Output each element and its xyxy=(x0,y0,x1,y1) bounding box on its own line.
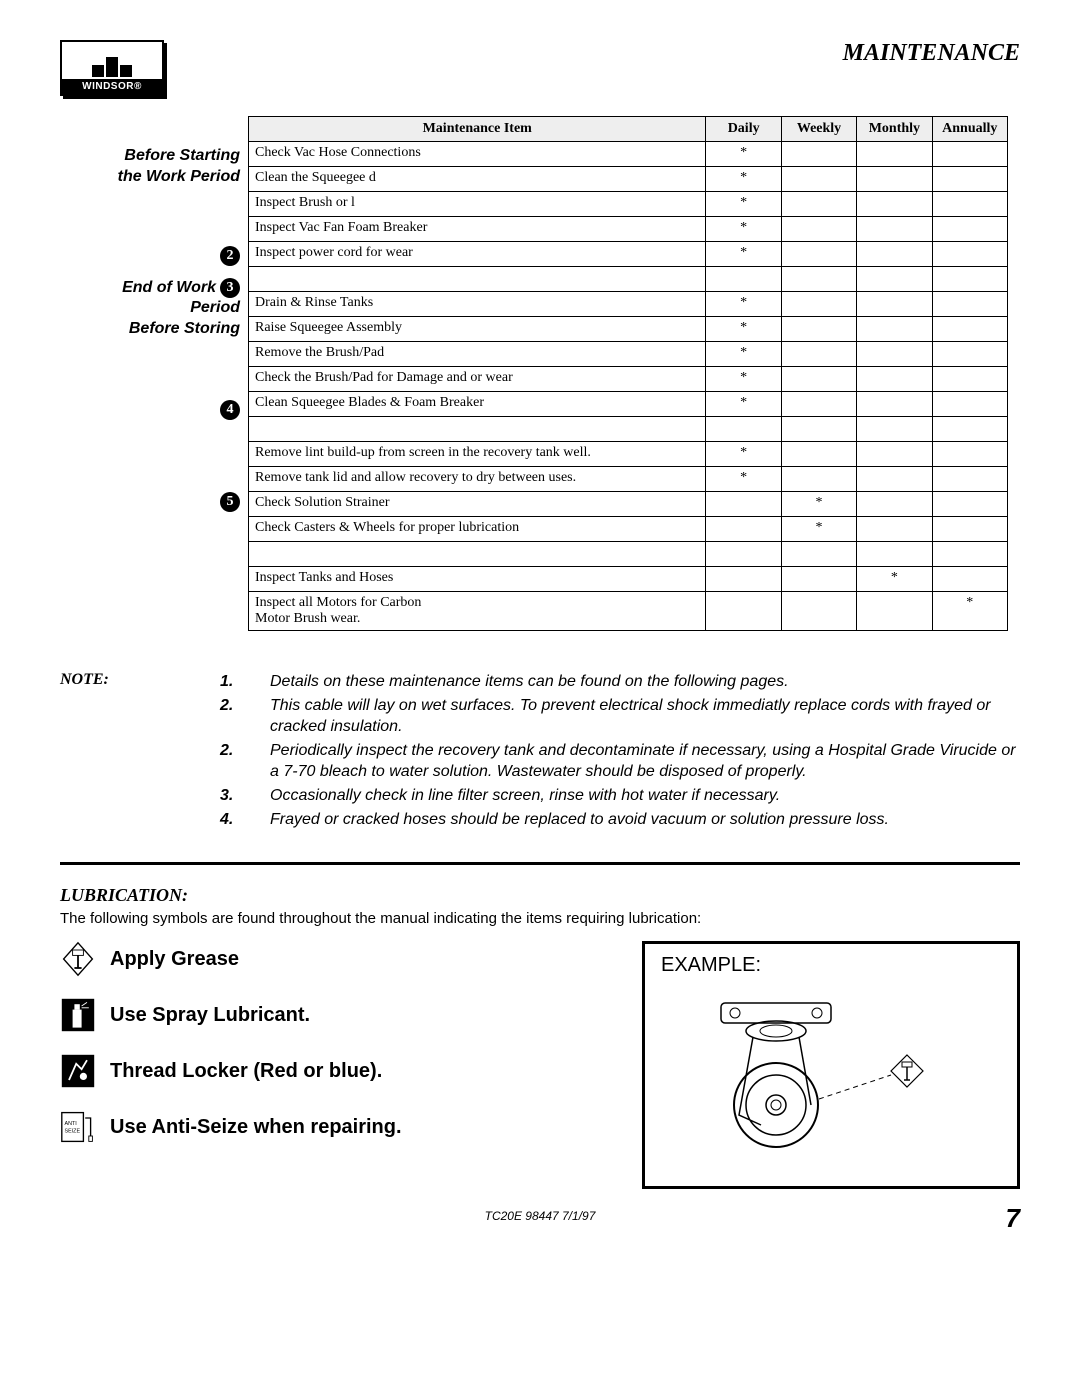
th-weekly: Weekly xyxy=(781,117,856,142)
lub-spray: Use Spray Lubricant. xyxy=(110,1004,310,1027)
thread-locker-icon xyxy=(60,1053,96,1089)
before-start-2: the Work Period xyxy=(118,168,240,185)
lub-antiseize: Use Anti-Seize when repairing. xyxy=(110,1116,402,1139)
table-row: Remove tank lid and allow recovery to dr… xyxy=(249,467,1008,492)
end-1: End of Work xyxy=(122,278,216,299)
spray-icon xyxy=(60,997,96,1033)
caster-diagram xyxy=(661,985,961,1165)
svg-text:ANTI: ANTI xyxy=(65,1121,77,1127)
table-row: Remove the Brush/Pad* xyxy=(249,342,1008,367)
table-row: Check the Brush/Pad for Damage and or we… xyxy=(249,367,1008,392)
badge-3: 3 xyxy=(220,278,240,298)
anti-seize-icon: ANTI SEIZE xyxy=(60,1109,96,1145)
note-label: NOTE: xyxy=(60,671,180,832)
table-row: Check Casters & Wheels for proper lubric… xyxy=(249,517,1008,542)
th-monthly: Monthly xyxy=(857,117,932,142)
end-3: Before Storing xyxy=(129,320,240,337)
th-daily: Daily xyxy=(706,117,781,142)
page-title: MAINTENANCE xyxy=(843,40,1020,67)
badge-5: 5 xyxy=(220,492,240,512)
before-start-1: Before Starting xyxy=(124,147,240,164)
table-row: Inspect all Motors for Carbon Motor Brus… xyxy=(249,592,1008,631)
example-box: EXAMPLE: xyxy=(642,941,1020,1189)
table-row: Inspect Tanks and Hoses* xyxy=(249,567,1008,592)
lubrication-intro: The following symbols are found througho… xyxy=(60,910,1020,927)
table-row: Inspect Brush or l* xyxy=(249,192,1008,217)
lub-thread: Thread Locker (Red or blue). xyxy=(110,1060,382,1083)
th-item: Maintenance Item xyxy=(249,117,706,142)
table-row: Check Vac Hose Connections* xyxy=(249,142,1008,167)
table-row: Remove lint build-up from screen in the … xyxy=(249,442,1008,467)
maintenance-table: Maintenance Item Daily Weekly Monthly An… xyxy=(248,116,1008,631)
badge-2: 2 xyxy=(220,246,240,266)
divider xyxy=(60,862,1020,865)
grease-icon xyxy=(60,941,96,977)
svg-text:SEIZE: SEIZE xyxy=(65,1129,81,1135)
example-label: EXAMPLE: xyxy=(661,954,1001,977)
table-row: Clean Squeegee Blades & Foam Breaker* xyxy=(249,392,1008,417)
windsor-logo: WINDSOR® xyxy=(60,40,164,96)
badge-4: 4 xyxy=(220,400,240,420)
table-row: Inspect power cord for wear* xyxy=(249,242,1008,267)
side-labels: Before Starting the Work Period 2 End of… xyxy=(60,116,240,520)
table-row: Check Solution Strainer* xyxy=(249,492,1008,517)
logo-text: WINDSOR® xyxy=(62,79,162,94)
table-row: Inspect Vac Fan Foam Breaker* xyxy=(249,217,1008,242)
table-row: Clean the Squeegee d* xyxy=(249,167,1008,192)
end-2: Period xyxy=(190,299,240,316)
lubrication-title: LUBRICATION: xyxy=(60,885,1020,906)
th-annually: Annually xyxy=(932,117,1007,142)
lub-grease: Apply Grease xyxy=(110,948,239,971)
note-list: 1.Details on these maintenance items can… xyxy=(220,671,1020,832)
footer-code: TC20E 98447 7/1/97 xyxy=(485,1209,596,1223)
page-number: 7 xyxy=(1006,1203,1020,1234)
table-row: Drain & Rinse Tanks* xyxy=(249,292,1008,317)
table-row: Raise Squeegee Assembly* xyxy=(249,317,1008,342)
